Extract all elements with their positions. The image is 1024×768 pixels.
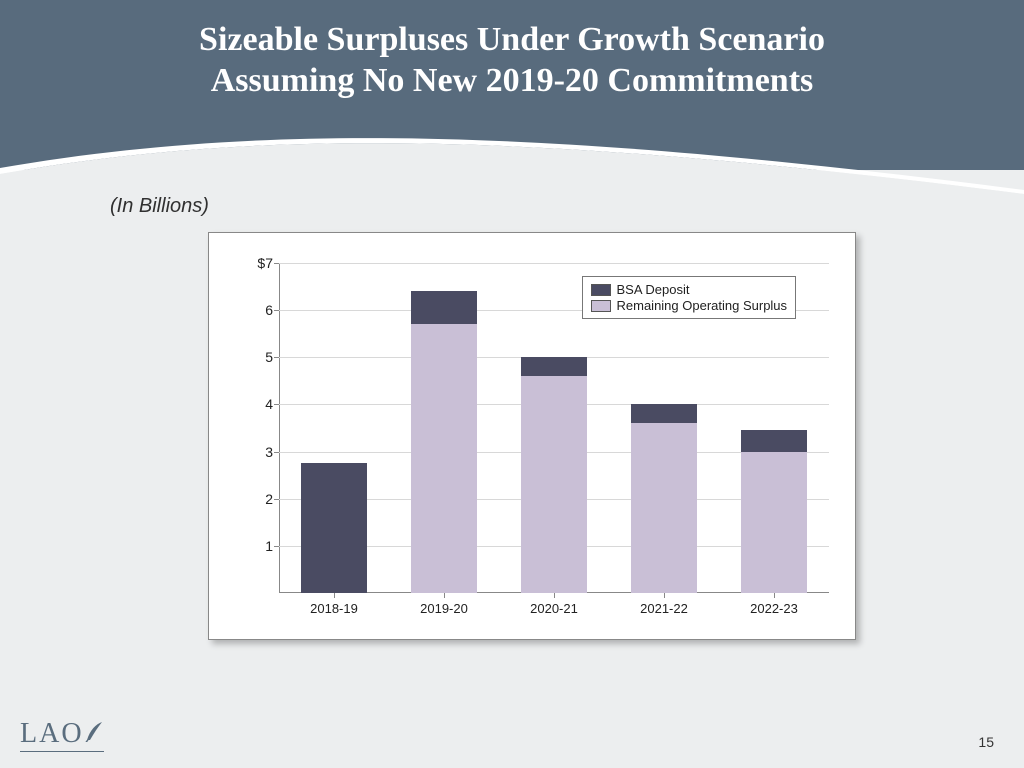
bar-segment — [741, 430, 807, 451]
slide: Sizeable Surpluses Under Growth Scenario… — [0, 0, 1024, 768]
y-tick-label: $7 — [257, 255, 273, 271]
slide-title: Sizeable Surpluses Under Growth Scenario… — [0, 20, 1024, 102]
page-number: 15 — [978, 734, 994, 750]
legend-label: BSA Deposit — [617, 282, 690, 297]
x-tick-label: 2020-21 — [530, 601, 578, 616]
y-tick-label: 6 — [265, 302, 273, 318]
legend-label: Remaining Operating Surplus — [617, 298, 788, 313]
legend-swatch — [591, 300, 611, 312]
y-tick — [274, 263, 279, 264]
title-line-2: Assuming No New 2019-20 Commitments — [0, 61, 1024, 102]
logo-underline — [20, 751, 104, 753]
x-tick-label: 2022-23 — [750, 601, 798, 616]
units-label: (In Billions) — [110, 195, 209, 218]
y-tick-label: 1 — [265, 538, 273, 554]
chart-container: 1 2 3 4 5 6 $7 2018-19 2019-20 2020-21 2021-22 2022… — [208, 232, 856, 640]
x-tick — [334, 593, 335, 598]
y-tick — [274, 546, 279, 547]
x-tick — [664, 593, 665, 598]
y-tick — [274, 499, 279, 500]
y-tick — [274, 452, 279, 453]
y-tick — [274, 357, 279, 358]
x-tick — [554, 593, 555, 598]
y-tick — [274, 404, 279, 405]
legend-row: BSA Deposit — [591, 282, 788, 297]
bar-segment — [631, 404, 697, 423]
x-tick-label: 2018-19 — [310, 601, 358, 616]
y-tick — [274, 310, 279, 311]
y-tick-label: 3 — [265, 444, 273, 460]
bar-segment — [411, 291, 477, 324]
lao-logo: LAO — [20, 718, 104, 750]
bar-segment — [521, 376, 587, 593]
x-tick-label: 2021-22 — [640, 601, 688, 616]
title-line-1: Sizeable Surpluses Under Growth Scenario — [0, 20, 1024, 61]
x-tick-label: 2019-20 — [420, 601, 468, 616]
x-tick — [444, 593, 445, 598]
quill-icon — [84, 720, 104, 742]
legend-row: Remaining Operating Surplus — [591, 298, 788, 313]
y-axis — [279, 263, 280, 593]
bar-segment — [301, 463, 367, 593]
gridline — [279, 263, 829, 264]
y-tick-label: 2 — [265, 491, 273, 507]
bar-segment — [411, 324, 477, 593]
legend-swatch — [591, 284, 611, 296]
legend: BSA DepositRemaining Operating Surplus — [582, 276, 797, 319]
y-tick-label: 5 — [265, 349, 273, 365]
logo-text: LAO — [20, 718, 84, 750]
bar-segment — [521, 357, 587, 376]
bar-segment — [741, 452, 807, 593]
x-tick — [774, 593, 775, 598]
y-tick-label: 4 — [265, 396, 273, 412]
bar-segment — [631, 423, 697, 593]
